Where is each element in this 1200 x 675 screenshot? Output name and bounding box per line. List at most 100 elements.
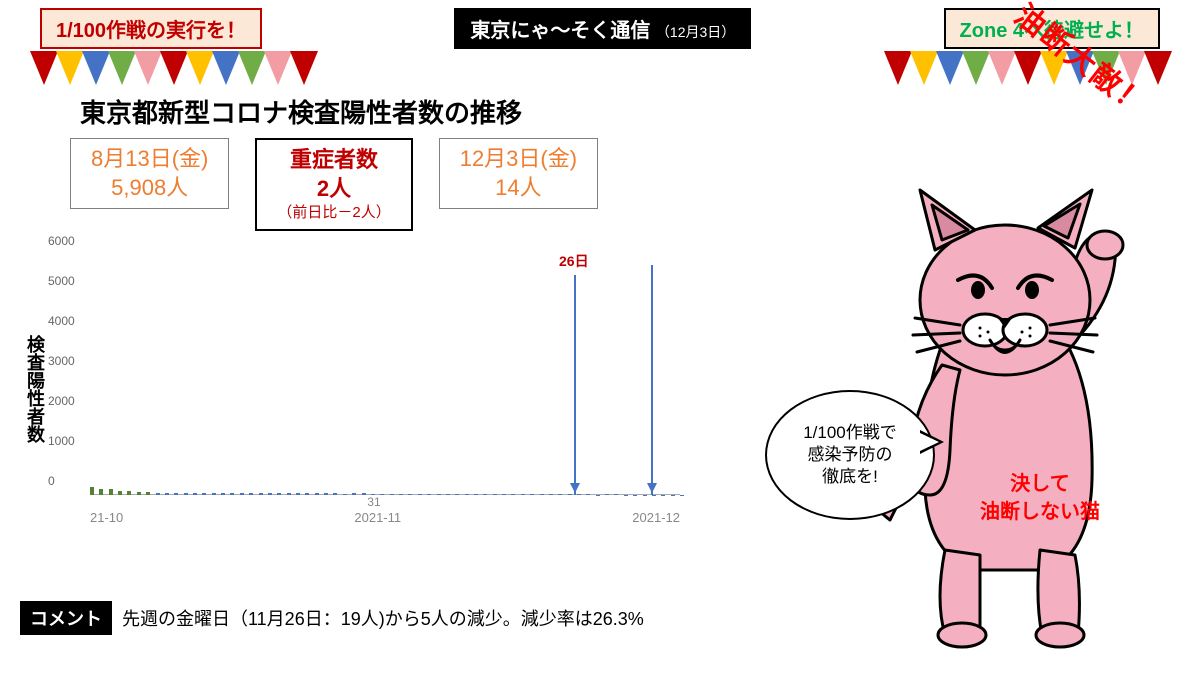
chart-bar [230, 493, 234, 495]
chart-bar [521, 494, 525, 495]
chart-bar [352, 493, 356, 495]
chart-bar [437, 494, 441, 495]
stat-peak-value: 5,908人 [91, 174, 208, 203]
comment-text: 先週の金曜日（11月26日：19人)から5人の減少。減少率は26.3% [122, 605, 644, 631]
chart-bar [549, 494, 553, 495]
bunting-flag [30, 51, 58, 85]
xlabel-2: 2021-12 [632, 510, 680, 525]
chart-bar [296, 493, 300, 495]
chart-bar [558, 494, 562, 495]
bubble-tail-icon [920, 430, 944, 454]
bunting-row [0, 49, 1200, 85]
bunting-flag [108, 51, 136, 85]
chart-bar [596, 495, 600, 496]
chart-bar [427, 494, 431, 495]
chart-marker-label: 26日 [559, 251, 589, 271]
bunting-flag [962, 51, 990, 85]
chart-bar [577, 494, 581, 495]
ytick: 1000 [48, 434, 75, 448]
bubble-text: 1/100作戦で感染予防の徹底を! [803, 422, 897, 488]
chart-marker-line [651, 265, 653, 495]
stat-today: 12月3日(金) 14人 [439, 138, 598, 209]
stat-severe-label: 重症者数 [277, 146, 390, 175]
banner-mid-main: 東京にゃ～そく通信 [470, 20, 650, 42]
chart-bar [90, 487, 94, 495]
chart-bar [193, 493, 197, 495]
chart-bar [493, 494, 497, 495]
bunting-flag [186, 51, 214, 85]
banner-mid: 東京にゃ～そく通信 （12月3日） [454, 8, 751, 49]
chart-bar [446, 494, 450, 495]
chart-bar [268, 493, 272, 495]
ytick: 0 [48, 474, 55, 488]
chart-bar [315, 493, 319, 495]
chart-bar [343, 494, 347, 495]
chart-bar [586, 494, 590, 495]
bunting-flag [134, 51, 162, 85]
chart-bar [137, 492, 141, 495]
chart-bar [474, 494, 478, 495]
chart-bar [483, 494, 487, 495]
chart-bar [511, 494, 515, 495]
chart-baseline [90, 494, 680, 495]
chart-xaxis: 21-10 2021-11 2021-12 [90, 510, 680, 525]
bunting-flag [1014, 51, 1042, 85]
chart-bar [418, 494, 422, 495]
bunting-flag [290, 51, 318, 85]
chart-bar [390, 494, 394, 495]
ytick: 3000 [48, 354, 75, 368]
chart-bar [305, 493, 309, 495]
chart-bar [202, 493, 206, 495]
bunting-flag [212, 51, 240, 85]
chart-bar [324, 493, 328, 495]
chart-ylabel: 検査陽性者数 [22, 335, 48, 443]
bunting-flag [160, 51, 188, 85]
banner-mid-sub: （12月3日） [656, 24, 735, 40]
comment-badge: コメント [20, 601, 112, 635]
chart-bar [408, 494, 412, 495]
chart-bar [568, 494, 572, 495]
stat-severe-value: 2人 [277, 175, 390, 204]
ytick: 4000 [48, 314, 75, 328]
ytick: 2000 [48, 394, 75, 408]
stat-severe-diff: （前日比－2人） [277, 203, 390, 223]
bunting-flag [264, 51, 292, 85]
banner-left: 1/100作戦の実行を！ [40, 8, 262, 49]
chart-bar [174, 493, 178, 495]
stat-severe: 重症者数 2人 （前日比－2人） [255, 138, 412, 231]
chart-bar [156, 493, 160, 495]
chart-bar [221, 493, 225, 495]
ytick: 6000 [48, 234, 75, 248]
stat-today-value: 14人 [460, 174, 577, 203]
chart-bar [465, 494, 469, 495]
chart-bar [455, 494, 459, 495]
bunting-flag [884, 51, 912, 85]
chart-bar [277, 493, 281, 495]
chart-bar [333, 493, 337, 495]
chart-bar [249, 493, 253, 495]
bunting-flag [238, 51, 266, 85]
bunting-left [30, 51, 316, 85]
xlabel-0: 21-10 [90, 510, 123, 525]
chart-bar [109, 489, 113, 495]
chart-bar [212, 493, 216, 495]
ytick: 5000 [48, 274, 75, 288]
xlabel-1: 2021-11 [354, 510, 401, 525]
bunting-flag [910, 51, 938, 85]
chart-bar [127, 491, 131, 495]
cat-label: 決して油断しない猫 [980, 470, 1100, 526]
stat-peak-date: 8月13日(金) [91, 145, 208, 174]
comment-row: コメント 先週の金曜日（11月26日：19人)から5人の減少。減少率は26.3% [20, 601, 644, 635]
stat-peak: 8月13日(金) 5,908人 [70, 138, 229, 209]
bunting-flag [56, 51, 84, 85]
chevron-down-icon [570, 483, 580, 493]
chart-bar [614, 494, 618, 495]
chart-bar [99, 489, 103, 495]
speech-bubble: 1/100作戦で感染予防の徹底を! [765, 390, 935, 520]
chart-bar [399, 494, 403, 495]
bunting-flag [82, 51, 110, 85]
chart-bar [605, 494, 609, 495]
stat-today-date: 12月3日(金) [460, 145, 577, 174]
chart-bar [362, 493, 366, 495]
chart-bar [502, 494, 506, 495]
